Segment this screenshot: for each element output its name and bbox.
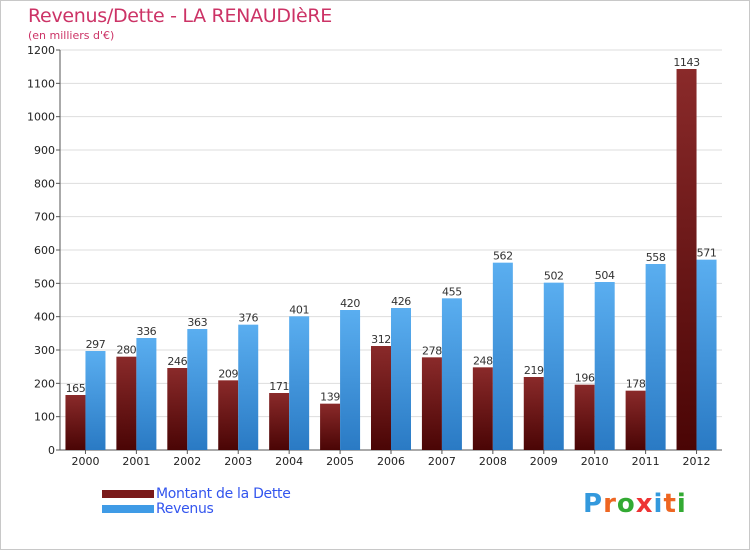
x-tick-label: 2000 bbox=[71, 455, 99, 468]
bar-debt bbox=[116, 356, 137, 450]
data-label-debt: 219 bbox=[524, 364, 544, 377]
data-label-debt: 246 bbox=[167, 355, 187, 368]
bar-debt bbox=[625, 390, 646, 450]
logo-letter: t bbox=[663, 489, 677, 519]
data-label-revenue: 426 bbox=[391, 295, 411, 308]
bar-debt bbox=[320, 403, 341, 450]
data-label-debt: 171 bbox=[269, 380, 289, 393]
bar-debt bbox=[269, 393, 290, 450]
bar-debt bbox=[574, 384, 595, 450]
bar-debt bbox=[65, 395, 86, 450]
data-label-revenue: 571 bbox=[697, 247, 717, 260]
bar-debt bbox=[218, 380, 239, 450]
x-tick-label: 2010 bbox=[581, 455, 609, 468]
x-tick-label: 2009 bbox=[530, 455, 558, 468]
legend-label-revenue: Revenus bbox=[156, 501, 214, 517]
data-label-revenue: 420 bbox=[340, 297, 360, 310]
bar-debt bbox=[523, 377, 544, 450]
bar-revenue bbox=[238, 324, 259, 450]
data-label-revenue: 376 bbox=[238, 312, 258, 325]
axes: 0 100 200 300 400 500 600 700 800 900 1000 1100 1200… bbox=[27, 44, 722, 468]
data-label-revenue: 562 bbox=[493, 250, 513, 263]
logo-letter: o bbox=[616, 489, 636, 519]
bars bbox=[65, 69, 717, 450]
y-tick-label: 1000 bbox=[27, 111, 55, 124]
x-tick-label: 2004 bbox=[275, 455, 303, 468]
y-tick-label: 500 bbox=[34, 277, 55, 290]
bar-revenue bbox=[441, 298, 462, 450]
data-label-debt: 165 bbox=[66, 382, 86, 395]
bar-debt bbox=[676, 69, 697, 450]
bar-debt bbox=[371, 346, 391, 450]
y-tick-label: 900 bbox=[34, 144, 55, 157]
bar-revenue bbox=[543, 282, 564, 450]
data-label-debt: 248 bbox=[473, 354, 493, 367]
y-tick-label: 300 bbox=[34, 344, 55, 357]
data-label-revenue: 502 bbox=[544, 270, 564, 283]
y-tick-label: 200 bbox=[34, 377, 55, 390]
bar-revenue bbox=[492, 262, 513, 450]
x-tick-label: 2003 bbox=[224, 455, 252, 468]
proxiti-logo: Proxiti bbox=[583, 489, 687, 519]
data-label-revenue: 363 bbox=[187, 316, 207, 329]
data-label-revenue: 504 bbox=[595, 269, 615, 282]
data-label-revenue: 297 bbox=[86, 338, 106, 351]
y-tick-label: 600 bbox=[34, 244, 55, 257]
x-tick-label: 2001 bbox=[122, 455, 150, 468]
data-label-debt: 139 bbox=[320, 391, 340, 404]
data-label-debt: 280 bbox=[116, 344, 136, 357]
x-tick-label: 2005 bbox=[326, 455, 354, 468]
y-tick-label: 400 bbox=[34, 311, 55, 324]
logo-letter: r bbox=[603, 489, 617, 519]
y-tick-label: 0 bbox=[48, 444, 55, 457]
y-tick-label: 700 bbox=[34, 211, 55, 224]
logo-letter: P bbox=[583, 489, 604, 519]
chart-subtitle: (en milliers d'€) bbox=[28, 29, 115, 42]
y-tick-label: 1200 bbox=[27, 44, 55, 57]
data-label-debt: 312 bbox=[371, 333, 391, 346]
x-tick-label: 2002 bbox=[173, 455, 201, 468]
x-tick-label: 2012 bbox=[683, 455, 711, 468]
logo-letter: i bbox=[676, 489, 687, 519]
legend-label-debt: Montant de la Dette bbox=[156, 486, 291, 502]
bar-revenue bbox=[696, 259, 717, 450]
data-label-revenue: 455 bbox=[442, 285, 462, 298]
x-tick-label: 2011 bbox=[632, 455, 660, 468]
bar-debt bbox=[167, 368, 188, 450]
bar-revenue bbox=[391, 308, 411, 450]
y-tick-label: 1100 bbox=[27, 77, 55, 90]
data-label-debt: 196 bbox=[575, 372, 595, 385]
logo-letter: i bbox=[653, 489, 664, 519]
y-tick-label: 100 bbox=[34, 411, 55, 424]
bar-revenue bbox=[645, 264, 666, 450]
legend-swatch-debt bbox=[102, 490, 154, 498]
data-label-debt: 178 bbox=[626, 378, 646, 391]
y-tick-label: 800 bbox=[34, 177, 55, 190]
chart-title: Revenus/Dette - LA RENAUDIèRE bbox=[28, 5, 333, 27]
bar-revenue bbox=[340, 310, 361, 450]
bar-revenue bbox=[187, 329, 208, 450]
data-label-revenue: 558 bbox=[646, 251, 666, 264]
bar-revenue bbox=[136, 338, 157, 450]
bar-debt bbox=[472, 367, 493, 450]
bar-revenue bbox=[85, 351, 106, 450]
data-label-debt: 278 bbox=[422, 344, 442, 357]
x-tick-label: 2007 bbox=[428, 455, 456, 468]
x-tick-label: 2008 bbox=[479, 455, 507, 468]
data-label-revenue: 336 bbox=[136, 325, 156, 338]
bar-revenue bbox=[289, 316, 310, 450]
x-tick-label: 2006 bbox=[377, 455, 405, 468]
legend-swatch-revenue bbox=[102, 505, 154, 513]
data-label-debt: 209 bbox=[218, 367, 238, 380]
bar-revenue bbox=[594, 282, 615, 450]
bar-debt bbox=[421, 357, 442, 450]
data-label-debt: 1143 bbox=[673, 56, 700, 69]
logo-letter: x bbox=[635, 489, 654, 519]
data-label-revenue: 401 bbox=[289, 303, 309, 316]
